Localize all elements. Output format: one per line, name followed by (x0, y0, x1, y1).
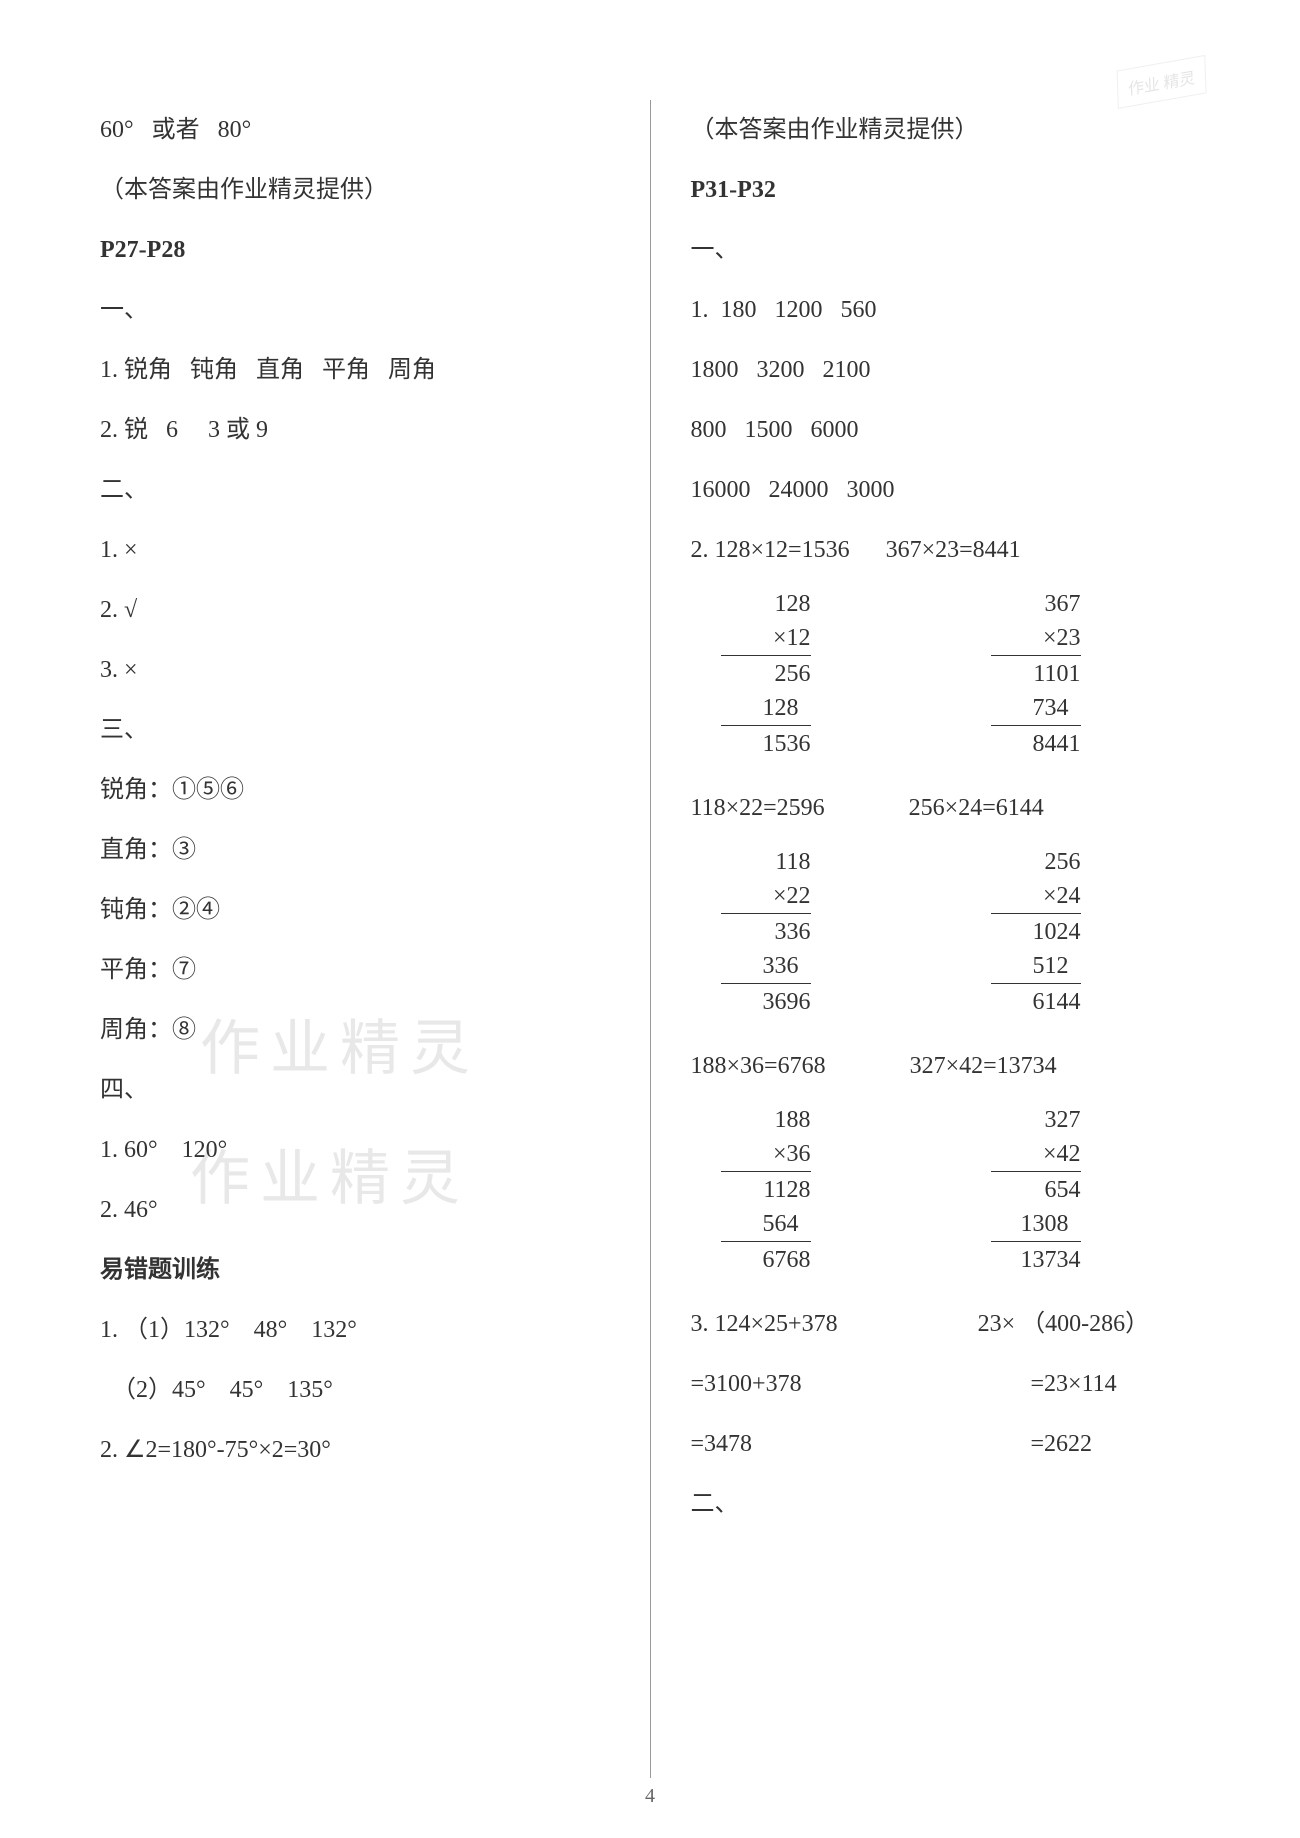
multiplication-row: 118 ×22 336 336 3696 256 ×24 1024 512 61… (691, 846, 1201, 1020)
credit-text: （本答案由作业精灵提供） (691, 100, 1201, 160)
text: 1. （1）132° 48° 132° (100, 1300, 610, 1360)
heading: 四、 (100, 1060, 610, 1120)
error-heading: 易错题训练 (100, 1240, 610, 1300)
text: 118×22=2596 256×24=6144 (691, 778, 1201, 838)
page-number: 4 (645, 1785, 655, 1808)
text: （2）45° 45° 135° (100, 1360, 610, 1420)
text: 2. 锐 6 3 或 9 (100, 400, 610, 460)
heading: 二、 (100, 460, 610, 520)
column-divider (650, 100, 651, 1778)
page-container: 60° 或者 80° （本答案由作业精灵提供） P27-P28 一、 1. 锐角… (0, 0, 1300, 1838)
text: =23×114 (1031, 1354, 1117, 1414)
text: 2. ∠2=180°-75°×2=30° (100, 1420, 610, 1480)
text: 平角：⑦ (100, 940, 610, 1000)
text: 1. 60° 120° (100, 1120, 610, 1180)
multiplication-row: 188 ×36 1128 564 6768 327 ×42 654 1308 1… (691, 1104, 1201, 1278)
credit-text: （本答案由作业精灵提供） (100, 160, 610, 220)
section-heading: P27-P28 (100, 220, 610, 280)
equation-row: =3100+378 =23×114 (691, 1354, 1201, 1414)
right-column: （本答案由作业精灵提供） P31-P32 一、 1. 180 1200 560 … (661, 100, 1231, 1778)
text: 188×36=6768 327×42=13734 (691, 1036, 1201, 1096)
text: =2622 (1031, 1414, 1093, 1474)
multiplication-row: 128 ×12 256 128 1536 367 ×23 1101 734 84… (691, 588, 1201, 762)
text: 800 1500 6000 (691, 400, 1201, 460)
text: 2. √ (100, 580, 610, 640)
left-column: 60° 或者 80° （本答案由作业精灵提供） P27-P28 一、 1. 锐角… (70, 100, 640, 1778)
text: 1. 180 1200 560 (691, 280, 1201, 340)
text: =3100+378 (691, 1354, 891, 1414)
text: 周角：⑧ (100, 1000, 610, 1060)
text: =3478 (691, 1414, 891, 1474)
text: 1800 3200 2100 (691, 340, 1201, 400)
section-heading: P31-P32 (691, 160, 1201, 220)
text: 3. × (100, 640, 610, 700)
heading: 一、 (100, 280, 610, 340)
text: 2. 46° (100, 1180, 610, 1240)
text: 钝角：②④ (100, 880, 610, 940)
text: 1. 锐角 钝角 直角 平角 周角 (100, 340, 610, 400)
text: 23× （400-286） (978, 1294, 1150, 1354)
long-mult: 188 ×36 1128 564 6768 (721, 1104, 811, 1278)
long-mult: 327 ×42 654 1308 13734 (991, 1104, 1081, 1278)
equation-row: =3478 =2622 (691, 1414, 1201, 1474)
text: 1. × (100, 520, 610, 580)
long-mult: 118 ×22 336 336 3696 (721, 846, 811, 1020)
heading: 二、 (691, 1474, 1201, 1534)
heading: 一、 (691, 220, 1201, 280)
equation-row: 3. 124×25+378 23× （400-286） (691, 1294, 1201, 1354)
text: 直角：③ (100, 820, 610, 880)
long-mult: 256 ×24 1024 512 6144 (991, 846, 1081, 1020)
long-mult: 128 ×12 256 128 1536 (721, 588, 811, 762)
long-mult: 367 ×23 1101 734 8441 (991, 588, 1081, 762)
text: 2. 128×12=1536 367×23=8441 (691, 520, 1201, 580)
heading: 三、 (100, 700, 610, 760)
text: 锐角：①⑤⑥ (100, 760, 610, 820)
text: 60° 或者 80° (100, 100, 610, 160)
text: 3. 124×25+378 (691, 1294, 838, 1354)
text: 16000 24000 3000 (691, 460, 1201, 520)
